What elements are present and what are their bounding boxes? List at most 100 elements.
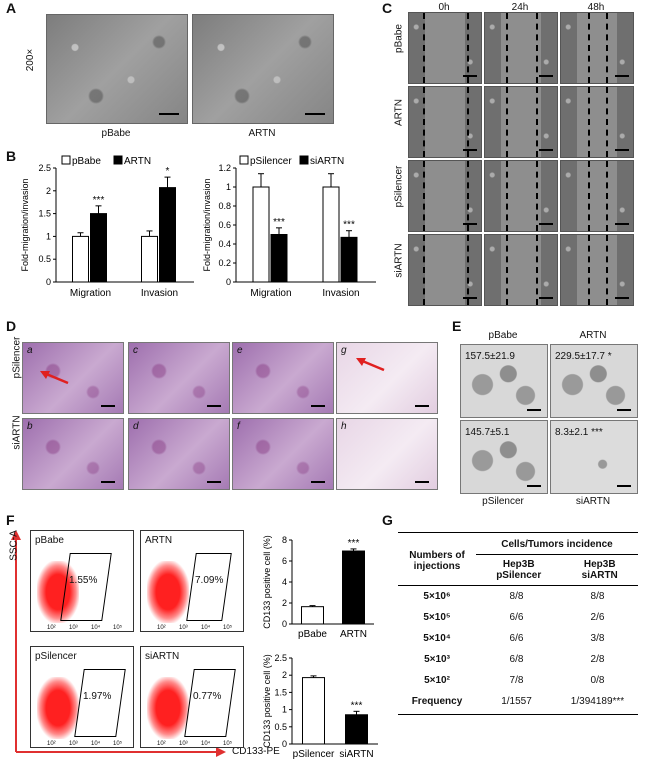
legend-label: ARTN — [124, 156, 151, 167]
histology-row-label-psilencer: pSilencer — [11, 336, 23, 379]
row-label-artn: ARTN — [393, 98, 405, 127]
flow-plot: siARTN 0.77% 10² 10³ 10⁴ 10⁵ — [140, 646, 244, 748]
y-axis-label: Fold-migration/invasion — [202, 178, 212, 271]
scratch-edge-line — [588, 13, 590, 83]
scratch-edge-line — [588, 161, 590, 231]
flow-axis-tick: 10⁴ — [91, 741, 101, 747]
category-label: Invasion — [322, 288, 359, 299]
scratch-image — [484, 160, 558, 232]
scratch-image — [408, 234, 482, 306]
y-tick-label: 0.5 — [274, 722, 287, 732]
y-tick-label: 1.5 — [38, 209, 51, 219]
image-label-artn: ARTN — [248, 128, 276, 139]
table-cell: 0/8 — [590, 675, 605, 686]
flow-plot: pSilencer 1.97% 10² 10³ 10⁴ 10⁵ — [30, 646, 134, 748]
scratch-edge-line — [536, 235, 538, 305]
header-siartn: Hep3B siARTN — [581, 559, 618, 581]
y-tick-label: 4 — [282, 577, 287, 587]
bar-pSilencer — [302, 677, 325, 745]
flow-axis-tick: 10³ — [179, 625, 188, 631]
flow-gate-percent: 1.55% — [69, 575, 98, 586]
flow-x-axis-label: CD133-PE — [232, 746, 280, 757]
table-row: 5×10⁴ 6/6 3/8 — [398, 628, 638, 649]
micrograph-pbabe — [46, 14, 188, 124]
table-cell: 8/8 — [590, 591, 605, 602]
magnification-label: 200× — [25, 48, 36, 72]
scratch-edge-line — [467, 13, 469, 83]
bar-siARTN — [345, 714, 368, 745]
flow-plot-label: ARTN — [145, 535, 173, 546]
flow-axis-tick: 10⁴ — [201, 625, 211, 631]
legend-label: siARTN — [310, 156, 344, 167]
sphere-count-psilencer: 145.7±5.1 — [465, 427, 510, 438]
sphere-label-artn: ARTN — [579, 330, 607, 341]
flow-axis-tick: 10⁴ — [91, 625, 101, 631]
flow-dot-cloud — [37, 561, 79, 623]
incidence-table: Numbers of injections Cells/Tumors incid… — [398, 532, 638, 715]
flow-plot: ARTN 7.09% 10² 10³ 10⁴ 10⁵ — [140, 530, 244, 632]
y-tick-label: 2 — [46, 186, 51, 196]
scale-bar — [615, 149, 629, 151]
significance-marker: *** — [351, 700, 363, 711]
histology-letter: c — [133, 345, 138, 356]
y-tick-label: 0 — [282, 619, 287, 629]
histology-image: b — [22, 418, 124, 490]
sphere-count-siartn: 8.3±2.1 *** — [555, 427, 603, 438]
table-cell: 2/6 — [590, 612, 605, 623]
scratch-image — [560, 12, 634, 84]
y-tick-label: 2.5 — [274, 653, 287, 663]
table-cell: 7/8 — [509, 675, 524, 686]
table-cell: 8/8 — [509, 591, 524, 602]
y-tick-label: 0 — [46, 277, 51, 287]
flow-axis-tick: 10⁵ — [113, 741, 123, 747]
y-tick-label: 1.5 — [274, 687, 287, 697]
table-cell: 1/394189*** — [570, 696, 625, 707]
header-incidence: Cells/Tumors incidence — [476, 537, 638, 555]
row-label-siartn: siARTN — [393, 243, 405, 278]
y-tick-label: 0.8 — [218, 201, 231, 211]
scratch-edge-line — [536, 87, 538, 157]
scale-bar — [463, 149, 477, 151]
flow-axis-tick: 10² — [157, 625, 166, 631]
scale-bar — [311, 481, 325, 483]
y-tick-label: 0 — [282, 739, 287, 749]
scale-bar — [101, 405, 115, 407]
scale-bar — [415, 405, 429, 407]
flow-gate-percent: 0.77% — [193, 691, 222, 702]
category-label: Migration — [250, 288, 291, 299]
header-injections: Numbers of injections — [409, 550, 465, 572]
row-label-psilencer: pSilencer — [393, 165, 405, 208]
scale-bar — [207, 481, 221, 483]
flow-dot-cloud — [37, 677, 79, 739]
y-tick-label: 0.5 — [38, 254, 51, 264]
row-header: 5×10³ — [424, 654, 450, 665]
bar-chart-overexpression: 0 0.5 1 1.5 2 2.5 Fold-migration/invasion *** Mi… — [20, 155, 194, 299]
panel-label-a: A — [6, 0, 17, 16]
histology-letter: b — [27, 421, 33, 432]
scale-bar — [463, 297, 477, 299]
scratch-edge-line — [588, 235, 590, 305]
scratch-edge-line — [536, 13, 538, 83]
histology-image: e — [232, 342, 334, 414]
table-row: 5×10⁶ 8/8 8/8 — [398, 586, 638, 607]
y-axis-label: CD133 positive cell (%) — [262, 535, 272, 629]
flow-y-axis-label: SSC-A — [8, 530, 20, 561]
scratch-edge-line — [506, 161, 508, 231]
y-axis-label: CD133 positive cell (%) — [262, 654, 272, 748]
bar-ARTN — [342, 550, 365, 625]
row-header: 5×10⁵ — [423, 612, 451, 623]
y-tick-label: 0 — [226, 277, 231, 287]
flow-plot: pBabe 1.55% 10² 10³ 10⁴ 10⁵ — [30, 530, 134, 632]
y-tick-label: 0.6 — [218, 220, 231, 230]
y-tick-label: 8 — [282, 535, 287, 545]
histology-letter: f — [237, 421, 240, 432]
sphere-image-siartn: 8.3±2.1 *** — [550, 420, 638, 494]
scratch-image — [408, 12, 482, 84]
histology-row-label-siartn: siARTN — [11, 415, 23, 450]
bar-chart-cd133-overexpression: 0 2 4 6 8 CD133 positive cell (%) pBabe *** ARTN — [262, 535, 374, 640]
histology-letter: a — [27, 345, 33, 356]
scratch-edge-line — [467, 87, 469, 157]
sphere-label-pbabe: pBabe — [488, 330, 518, 341]
flow-axis-tick: 10² — [157, 741, 166, 747]
